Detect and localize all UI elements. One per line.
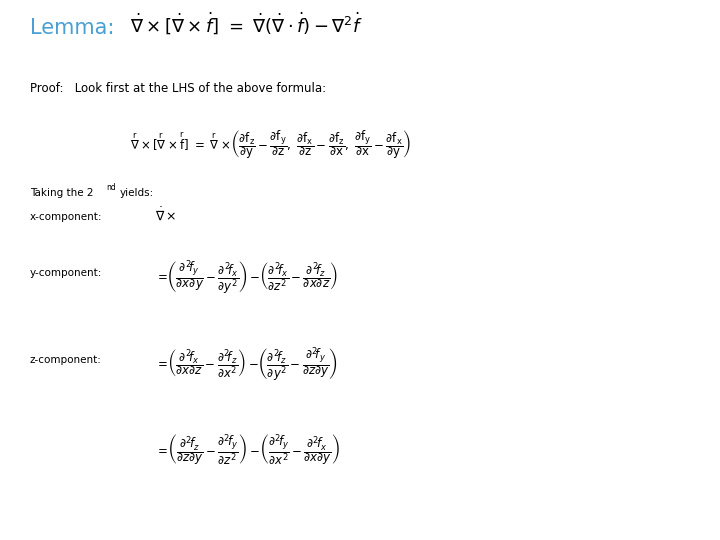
- Text: z-component:: z-component:: [30, 355, 102, 365]
- Text: nd: nd: [106, 183, 116, 192]
- Text: $\dot{\nabla}\times$: $\dot{\nabla}\times$: [155, 206, 176, 223]
- Text: $=\!\left(\dfrac{\partial^2\!f_y}{\partial x\partial y}-\dfrac{\partial^2\!f_x}{: $=\!\left(\dfrac{\partial^2\!f_y}{\parti…: [155, 258, 338, 296]
- Text: yields:: yields:: [120, 188, 154, 198]
- Text: $=\!\left(\dfrac{\partial^2\!f_z}{\partial z\partial y}-\dfrac{\partial^2\!f_y}{: $=\!\left(\dfrac{\partial^2\!f_z}{\parti…: [155, 432, 340, 468]
- Text: Lemma:: Lemma:: [30, 18, 114, 38]
- Text: y-component:: y-component:: [30, 268, 102, 278]
- Text: $\dot{\nabla}\times[\dot{\nabla}\times\dot{f}]\ =\ \dot{\nabla}(\dot{\nabla}\cdo: $\dot{\nabla}\times[\dot{\nabla}\times\d…: [130, 10, 363, 36]
- Text: $\overset{\rm r}{\nabla}\times[\overset{\rm r}{\nabla}\times\overset{\rm r}{f}]\: $\overset{\rm r}{\nabla}\times[\overset{…: [130, 128, 411, 161]
- Text: $=\!\left(\dfrac{\partial^2\!f_x}{\partial x\partial z}-\dfrac{\partial^2\!f_z}{: $=\!\left(\dfrac{\partial^2\!f_x}{\parti…: [155, 345, 338, 384]
- Text: Proof:   Look first at the LHS of the above formula:: Proof: Look first at the LHS of the abov…: [30, 82, 326, 95]
- Text: Taking the 2: Taking the 2: [30, 188, 94, 198]
- Text: x-component:: x-component:: [30, 212, 102, 222]
